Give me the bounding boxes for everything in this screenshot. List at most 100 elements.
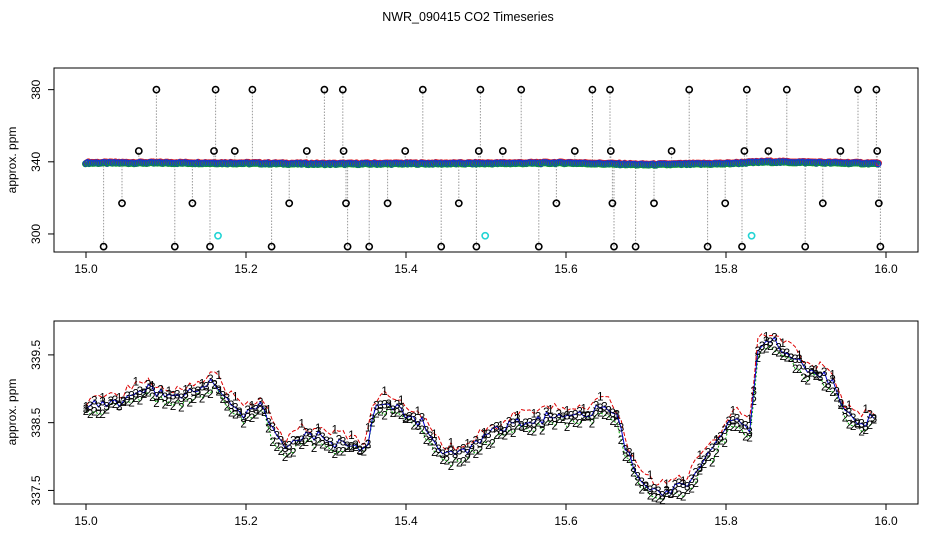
series-3-marker: 3 [240,413,246,425]
series-3-marker: 3 [580,411,586,423]
series-2-marker: 2 [738,424,744,436]
series-2-marker: 2 [394,408,400,420]
series-3-marker: 3 [141,388,147,400]
bottom-ytick-label: 338.5 [29,407,43,437]
series-2-marker: 2 [734,422,740,434]
series-2-marker: 2 [348,443,354,455]
series-2-marker: 2 [207,389,213,401]
series-3-marker: 3 [833,387,839,399]
series-2-marker: 2 [688,483,694,495]
series-2-marker: 2 [315,437,321,449]
outlier-point [738,242,746,251]
outlier-point [365,242,374,251]
series-3-marker: 3 [518,422,524,434]
top-xtick-label: 15.2 [234,262,258,276]
series-1-marker: 1 [597,392,603,404]
series-2-marker: 2 [473,449,479,461]
series-3-marker: 3 [668,489,674,501]
chart-title: NWR_090415 CO2 Timeseries [382,10,554,24]
bottom-xtick-label: 15.8 [714,514,738,528]
series-3-marker: 3 [145,380,151,392]
series-1-marker: 1 [448,438,454,450]
series-1-marker: 1 [116,393,122,405]
series-3-marker: 3 [178,393,184,405]
series-3-marker: 3 [585,412,591,424]
series-1-line [85,332,875,487]
series-2-marker: 2 [286,448,292,460]
series-3-marker: 3 [186,384,192,396]
series-3-marker: 3 [361,443,367,455]
series-2-marker: 2 [842,413,848,425]
series-2-marker: 2 [112,399,118,411]
outlier-point [211,85,220,94]
series-3-marker: 3 [257,397,263,409]
series-3-marker: 3 [203,382,209,394]
series-2-marker: 2 [104,404,110,416]
outlier-point [474,147,483,155]
series-2-marker: 2 [493,430,499,442]
series-2-marker: 2 [759,345,765,357]
series-2-marker: 2 [829,387,835,399]
series-2-marker: 2 [464,454,470,466]
outlier-point [650,199,658,208]
bottom-ylabel: approx. ppm [5,379,19,446]
series-2-marker: 2 [630,468,636,480]
series-3-marker: 3 [95,402,101,414]
series-3-marker: 3 [821,367,827,379]
series-3-marker: 3 [216,385,222,397]
series-2-marker: 2 [174,395,180,407]
outlier-point [383,199,392,208]
series-3-marker: 3 [775,342,781,354]
outlier-point [570,147,579,155]
outlier-point [267,242,276,251]
series-2-marker: 2 [327,444,333,456]
series-2-marker: 2 [402,414,408,426]
cyan-point [747,231,756,240]
series-2-marker: 2 [128,398,134,410]
series-2-marker: 2 [717,435,723,447]
series-3-marker: 3 [556,409,562,421]
series-1-marker: 1 [863,404,869,416]
series-3-marker: 3 [593,400,599,412]
series-3-marker: 3 [157,384,163,396]
baseline-point-3 [874,160,882,168]
series-3-marker: 3 [589,410,595,422]
series-2-marker: 2 [560,414,566,426]
series-2-marker: 2 [771,346,777,358]
series-2-marker: 2 [838,400,844,412]
series-3-marker: 3 [709,443,715,455]
series-3-marker: 3 [767,337,773,349]
series-3-marker: 3 [249,403,255,415]
series-2-marker: 2 [166,397,172,409]
series-2-marker: 2 [580,412,586,424]
series-3-marker: 3 [539,419,545,431]
series-3-marker: 3 [348,441,354,453]
series-2-marker: 2 [203,388,209,400]
series-2-marker: 2 [282,452,288,464]
series-2-marker: 2 [199,393,205,405]
series-3-marker: 3 [327,437,333,449]
outlier-point [170,242,179,251]
series-2-marker: 2 [634,477,640,489]
series-2-marker: 2 [444,455,450,467]
series-3-marker: 3 [91,395,97,407]
series-2-marker: 2 [610,416,616,428]
series-2-marker: 2 [767,341,773,353]
outlier-point [320,85,329,94]
outlier-point [210,147,218,155]
series-3-marker: 3 [800,361,806,373]
series-2-marker: 2 [821,381,827,393]
outlier-point [872,85,881,94]
series-2-marker: 2 [141,389,147,401]
outlier-point [782,85,791,94]
top-ylabel: approx. ppm [5,127,19,194]
series-3-marker: 3 [842,405,848,417]
series-2-marker: 2 [639,485,645,497]
series-3-marker: 3 [804,367,810,379]
series-3-marker: 3 [796,354,802,366]
series-3-marker: 3 [813,369,819,381]
series-3-marker: 3 [647,485,653,497]
outlier-point [874,199,883,208]
series-3-marker: 3 [692,467,698,479]
bottom-ytick-label: 337.5 [29,475,43,505]
